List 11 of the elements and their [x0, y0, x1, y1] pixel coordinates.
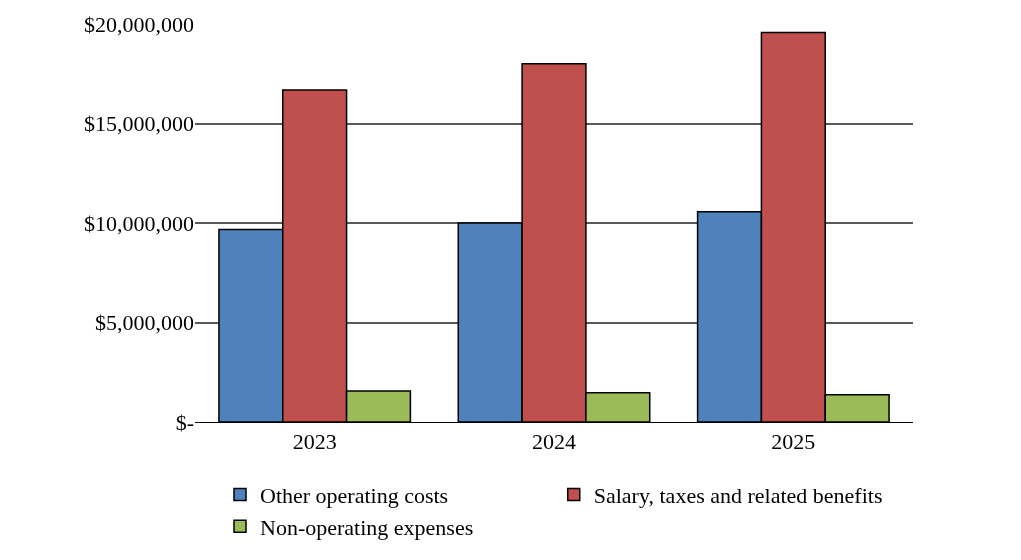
legend-label: Salary, taxes and related benefits: [593, 483, 883, 509]
x-tick-label: 2023: [292, 429, 337, 455]
x-tick-label: 2025: [771, 429, 816, 455]
y-tick-label: $5,000,000: [95, 310, 194, 336]
x-tick-label: 2024: [532, 429, 576, 455]
y-tick-label: $20,000,000: [84, 11, 194, 37]
legend-label: Non-operating expenses: [260, 514, 474, 540]
legend-label: Other operating costs: [260, 483, 449, 509]
y-tick-label: $10,000,000: [84, 210, 194, 236]
y-tick-label: $-: [175, 409, 194, 435]
y-tick-label: $15,000,000: [84, 111, 194, 137]
